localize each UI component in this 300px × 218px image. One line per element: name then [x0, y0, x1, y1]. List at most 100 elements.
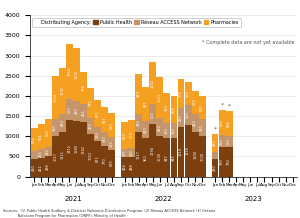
- Bar: [59, 114, 66, 132]
- Bar: [185, 82, 191, 105]
- Bar: [178, 127, 184, 177]
- Text: 440: 440: [137, 119, 141, 126]
- Bar: [135, 131, 142, 177]
- Text: 703: 703: [179, 90, 183, 97]
- Bar: [38, 158, 45, 177]
- Text: 626: 626: [227, 120, 231, 127]
- Bar: [87, 88, 94, 118]
- Bar: [128, 157, 135, 177]
- Bar: [94, 100, 101, 127]
- Bar: [45, 119, 52, 147]
- Bar: [226, 136, 232, 147]
- Text: 871: 871: [96, 156, 100, 162]
- Bar: [101, 132, 108, 146]
- Text: 205: 205: [123, 149, 127, 156]
- Text: 960: 960: [144, 154, 148, 161]
- Bar: [164, 123, 170, 138]
- Bar: [156, 136, 163, 177]
- Bar: [52, 136, 59, 177]
- Bar: [108, 150, 115, 177]
- Bar: [199, 119, 206, 136]
- Text: 450: 450: [60, 119, 64, 126]
- Bar: [142, 138, 149, 177]
- Bar: [38, 124, 45, 149]
- Text: 215: 215: [39, 150, 43, 157]
- Text: 1219: 1219: [179, 148, 183, 157]
- Text: 315: 315: [110, 140, 114, 146]
- Bar: [135, 114, 142, 131]
- Bar: [66, 120, 73, 177]
- Bar: [185, 125, 191, 177]
- Text: 240: 240: [46, 148, 50, 155]
- Bar: [31, 128, 38, 151]
- Bar: [80, 123, 87, 177]
- Text: 650: 650: [123, 132, 127, 139]
- Bar: [171, 123, 177, 138]
- Bar: [59, 68, 66, 114]
- Bar: [219, 147, 226, 177]
- Bar: [121, 157, 128, 177]
- Text: 1063: 1063: [88, 151, 93, 160]
- Text: 465: 465: [82, 110, 86, 116]
- Text: 390: 390: [172, 127, 176, 134]
- Text: 340: 340: [103, 135, 107, 142]
- Text: 1294: 1294: [151, 146, 155, 155]
- Text: 210: 210: [130, 149, 134, 156]
- Text: 450: 450: [213, 140, 217, 146]
- Text: 1042: 1042: [151, 79, 155, 88]
- Text: 2022: 2022: [154, 196, 172, 202]
- Text: 1306: 1306: [74, 70, 78, 79]
- Bar: [66, 44, 73, 99]
- Bar: [121, 149, 128, 157]
- Text: 430: 430: [213, 165, 217, 171]
- Text: 574: 574: [193, 99, 197, 106]
- Bar: [128, 148, 135, 157]
- Text: 2023: 2023: [245, 196, 263, 202]
- Bar: [199, 96, 206, 119]
- Text: 400: 400: [88, 122, 93, 129]
- Text: 460: 460: [193, 119, 197, 126]
- Text: 669: 669: [172, 106, 176, 113]
- Bar: [73, 101, 80, 121]
- Bar: [94, 141, 101, 177]
- Bar: [80, 72, 87, 104]
- Text: 788: 788: [82, 84, 86, 91]
- Bar: [108, 113, 115, 137]
- Bar: [149, 62, 156, 104]
- Bar: [219, 110, 226, 135]
- Text: 1270: 1270: [186, 146, 190, 155]
- Bar: [199, 136, 206, 177]
- Bar: [128, 120, 135, 148]
- Bar: [52, 76, 59, 119]
- Text: 1364: 1364: [68, 67, 71, 76]
- Text: 770: 770: [103, 158, 107, 164]
- Bar: [212, 134, 218, 152]
- Text: 1017: 1017: [53, 152, 57, 161]
- Text: *: *: [220, 103, 224, 108]
- Bar: [164, 138, 170, 177]
- Text: 1064: 1064: [53, 93, 57, 102]
- Bar: [66, 99, 73, 120]
- Text: *: *: [228, 103, 231, 108]
- Text: 630: 630: [220, 119, 224, 126]
- Text: 1117: 1117: [137, 150, 141, 158]
- Text: *: *: [214, 127, 217, 132]
- Bar: [171, 96, 177, 123]
- Text: 1412: 1412: [68, 144, 71, 153]
- Bar: [80, 104, 87, 123]
- Text: 1000: 1000: [158, 152, 162, 161]
- Text: 520: 520: [68, 106, 71, 112]
- Bar: [45, 147, 52, 157]
- Bar: [178, 108, 184, 127]
- Text: 290: 290: [220, 138, 224, 145]
- Text: 420: 420: [144, 126, 148, 133]
- Text: 735: 735: [88, 99, 93, 106]
- Text: 1380: 1380: [74, 144, 78, 153]
- Bar: [171, 138, 177, 177]
- Text: 671: 671: [96, 110, 100, 117]
- Text: 450: 450: [158, 124, 162, 131]
- Text: 680: 680: [46, 130, 50, 136]
- Text: 945: 945: [172, 154, 176, 161]
- Bar: [142, 87, 149, 121]
- Bar: [192, 132, 199, 177]
